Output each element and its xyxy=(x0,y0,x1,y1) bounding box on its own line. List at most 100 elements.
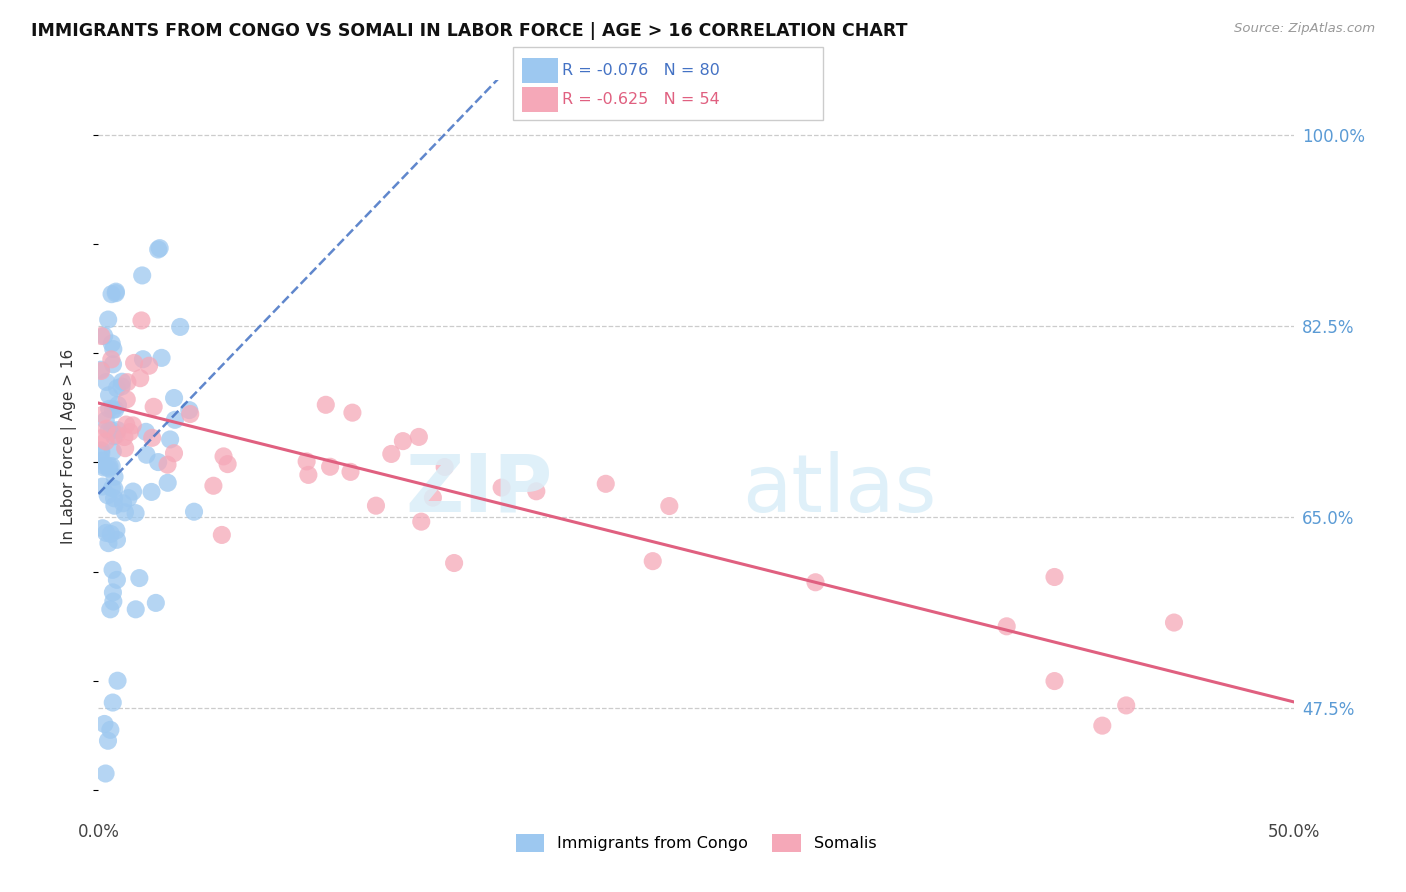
Point xyxy=(804,575,827,590)
Point xyxy=(111,379,134,393)
Point xyxy=(98,459,121,474)
Point xyxy=(105,427,128,442)
Point xyxy=(94,413,117,427)
Point xyxy=(101,424,124,438)
Point xyxy=(103,342,125,356)
Point xyxy=(111,375,134,389)
Point xyxy=(364,499,387,513)
Point xyxy=(156,475,179,490)
Text: ZIP: ZIP xyxy=(405,450,553,529)
Point xyxy=(433,460,456,475)
Point xyxy=(124,506,146,520)
Point xyxy=(96,375,118,389)
Point xyxy=(135,425,157,439)
Text: atlas: atlas xyxy=(742,450,936,529)
Point xyxy=(104,402,127,417)
Point xyxy=(141,431,163,445)
Point xyxy=(103,469,125,483)
Point xyxy=(115,392,138,407)
Point xyxy=(202,479,225,493)
Point xyxy=(392,434,415,449)
Point xyxy=(104,286,127,301)
Point xyxy=(150,351,173,365)
Point xyxy=(100,336,122,351)
Point xyxy=(212,450,235,464)
Point xyxy=(138,359,160,373)
Text: Source: ZipAtlas.com: Source: ZipAtlas.com xyxy=(1234,22,1375,36)
Point xyxy=(112,496,135,510)
Point xyxy=(1043,674,1066,689)
Point xyxy=(93,460,115,475)
Point xyxy=(148,455,170,469)
Point xyxy=(1043,570,1066,584)
Point xyxy=(98,602,121,616)
Point xyxy=(145,596,167,610)
Point xyxy=(112,430,135,444)
Text: IMMIGRANTS FROM CONGO VS SOMALI IN LABOR FORCE | AGE > 16 CORRELATION CHART: IMMIGRANTS FROM CONGO VS SOMALI IN LABOR… xyxy=(31,22,907,40)
Point xyxy=(98,723,122,737)
Point xyxy=(103,482,125,496)
Point xyxy=(91,479,114,493)
Point xyxy=(122,484,145,499)
Point xyxy=(524,484,547,499)
Point xyxy=(97,536,120,550)
Legend: Immigrants from Congo, Somalis: Immigrants from Congo, Somalis xyxy=(509,828,883,859)
Point xyxy=(90,362,112,376)
Point xyxy=(101,585,124,599)
Y-axis label: In Labor Force | Age > 16: In Labor Force | Age > 16 xyxy=(60,349,77,543)
Point xyxy=(105,381,128,395)
Point xyxy=(295,454,318,468)
Point xyxy=(169,320,191,334)
Point xyxy=(105,573,128,587)
Point xyxy=(94,766,117,780)
Point xyxy=(101,563,124,577)
Point xyxy=(103,594,125,608)
Point xyxy=(93,329,115,343)
Point xyxy=(97,461,120,475)
Point xyxy=(101,357,124,371)
Point xyxy=(122,356,145,370)
Point xyxy=(97,733,120,747)
Point xyxy=(91,408,114,422)
Point xyxy=(101,481,124,495)
Point xyxy=(117,375,139,389)
Point xyxy=(132,352,155,367)
Point xyxy=(97,488,120,502)
Point xyxy=(100,352,122,367)
Point xyxy=(94,434,117,449)
Point xyxy=(91,521,114,535)
Point xyxy=(103,491,125,506)
Point xyxy=(422,491,444,505)
Point xyxy=(117,491,139,505)
Point xyxy=(211,528,233,542)
Point xyxy=(217,457,239,471)
Point xyxy=(107,673,129,688)
Point xyxy=(443,556,465,570)
Point xyxy=(125,602,148,616)
Text: R = -0.625   N = 54: R = -0.625 N = 54 xyxy=(562,93,720,107)
Point xyxy=(97,424,120,438)
Point xyxy=(159,433,181,447)
Point xyxy=(131,313,153,327)
Point xyxy=(100,287,122,301)
Point xyxy=(90,431,112,445)
Point xyxy=(90,329,112,343)
Point xyxy=(96,422,118,436)
Point xyxy=(142,400,165,414)
Point xyxy=(179,407,201,421)
Point xyxy=(156,458,179,472)
Point xyxy=(100,459,122,474)
Point xyxy=(491,481,513,495)
Point xyxy=(380,447,402,461)
Point xyxy=(105,533,128,547)
Point xyxy=(129,371,152,385)
Point xyxy=(1091,718,1114,732)
Point xyxy=(94,525,117,540)
Point xyxy=(315,398,337,412)
Point xyxy=(179,403,201,417)
Point xyxy=(101,696,124,710)
Point xyxy=(98,401,121,416)
Point xyxy=(90,446,112,460)
Point xyxy=(93,458,115,473)
Point xyxy=(658,499,681,513)
